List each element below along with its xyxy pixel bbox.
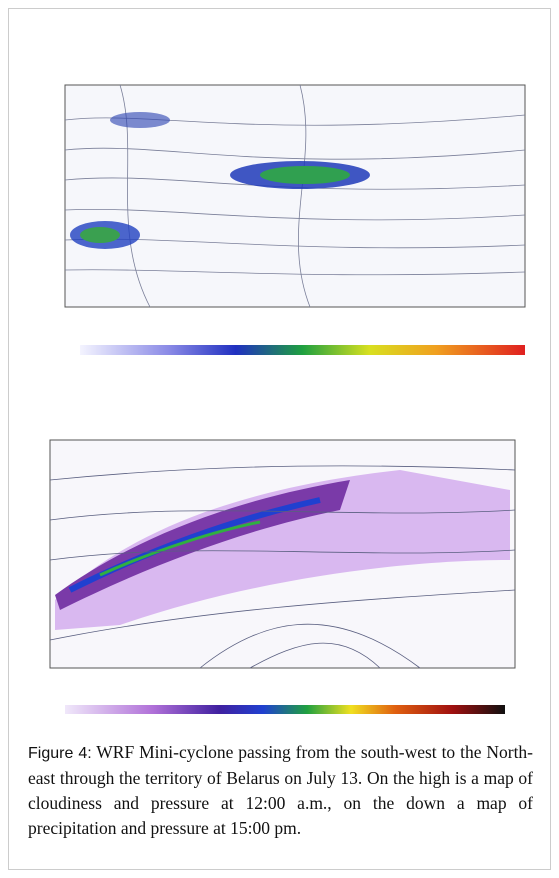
figure-caption: Figure 4: WRF Mini-cyclone passing from … xyxy=(28,740,533,841)
top-map xyxy=(64,84,526,355)
bottom-map xyxy=(49,439,516,714)
figure-maps xyxy=(49,84,526,714)
caption-text: WRF Mini-cyclone passing from the south-… xyxy=(28,742,534,838)
figure-label: Figure 4: xyxy=(28,745,92,762)
figure-frame xyxy=(8,8,551,870)
